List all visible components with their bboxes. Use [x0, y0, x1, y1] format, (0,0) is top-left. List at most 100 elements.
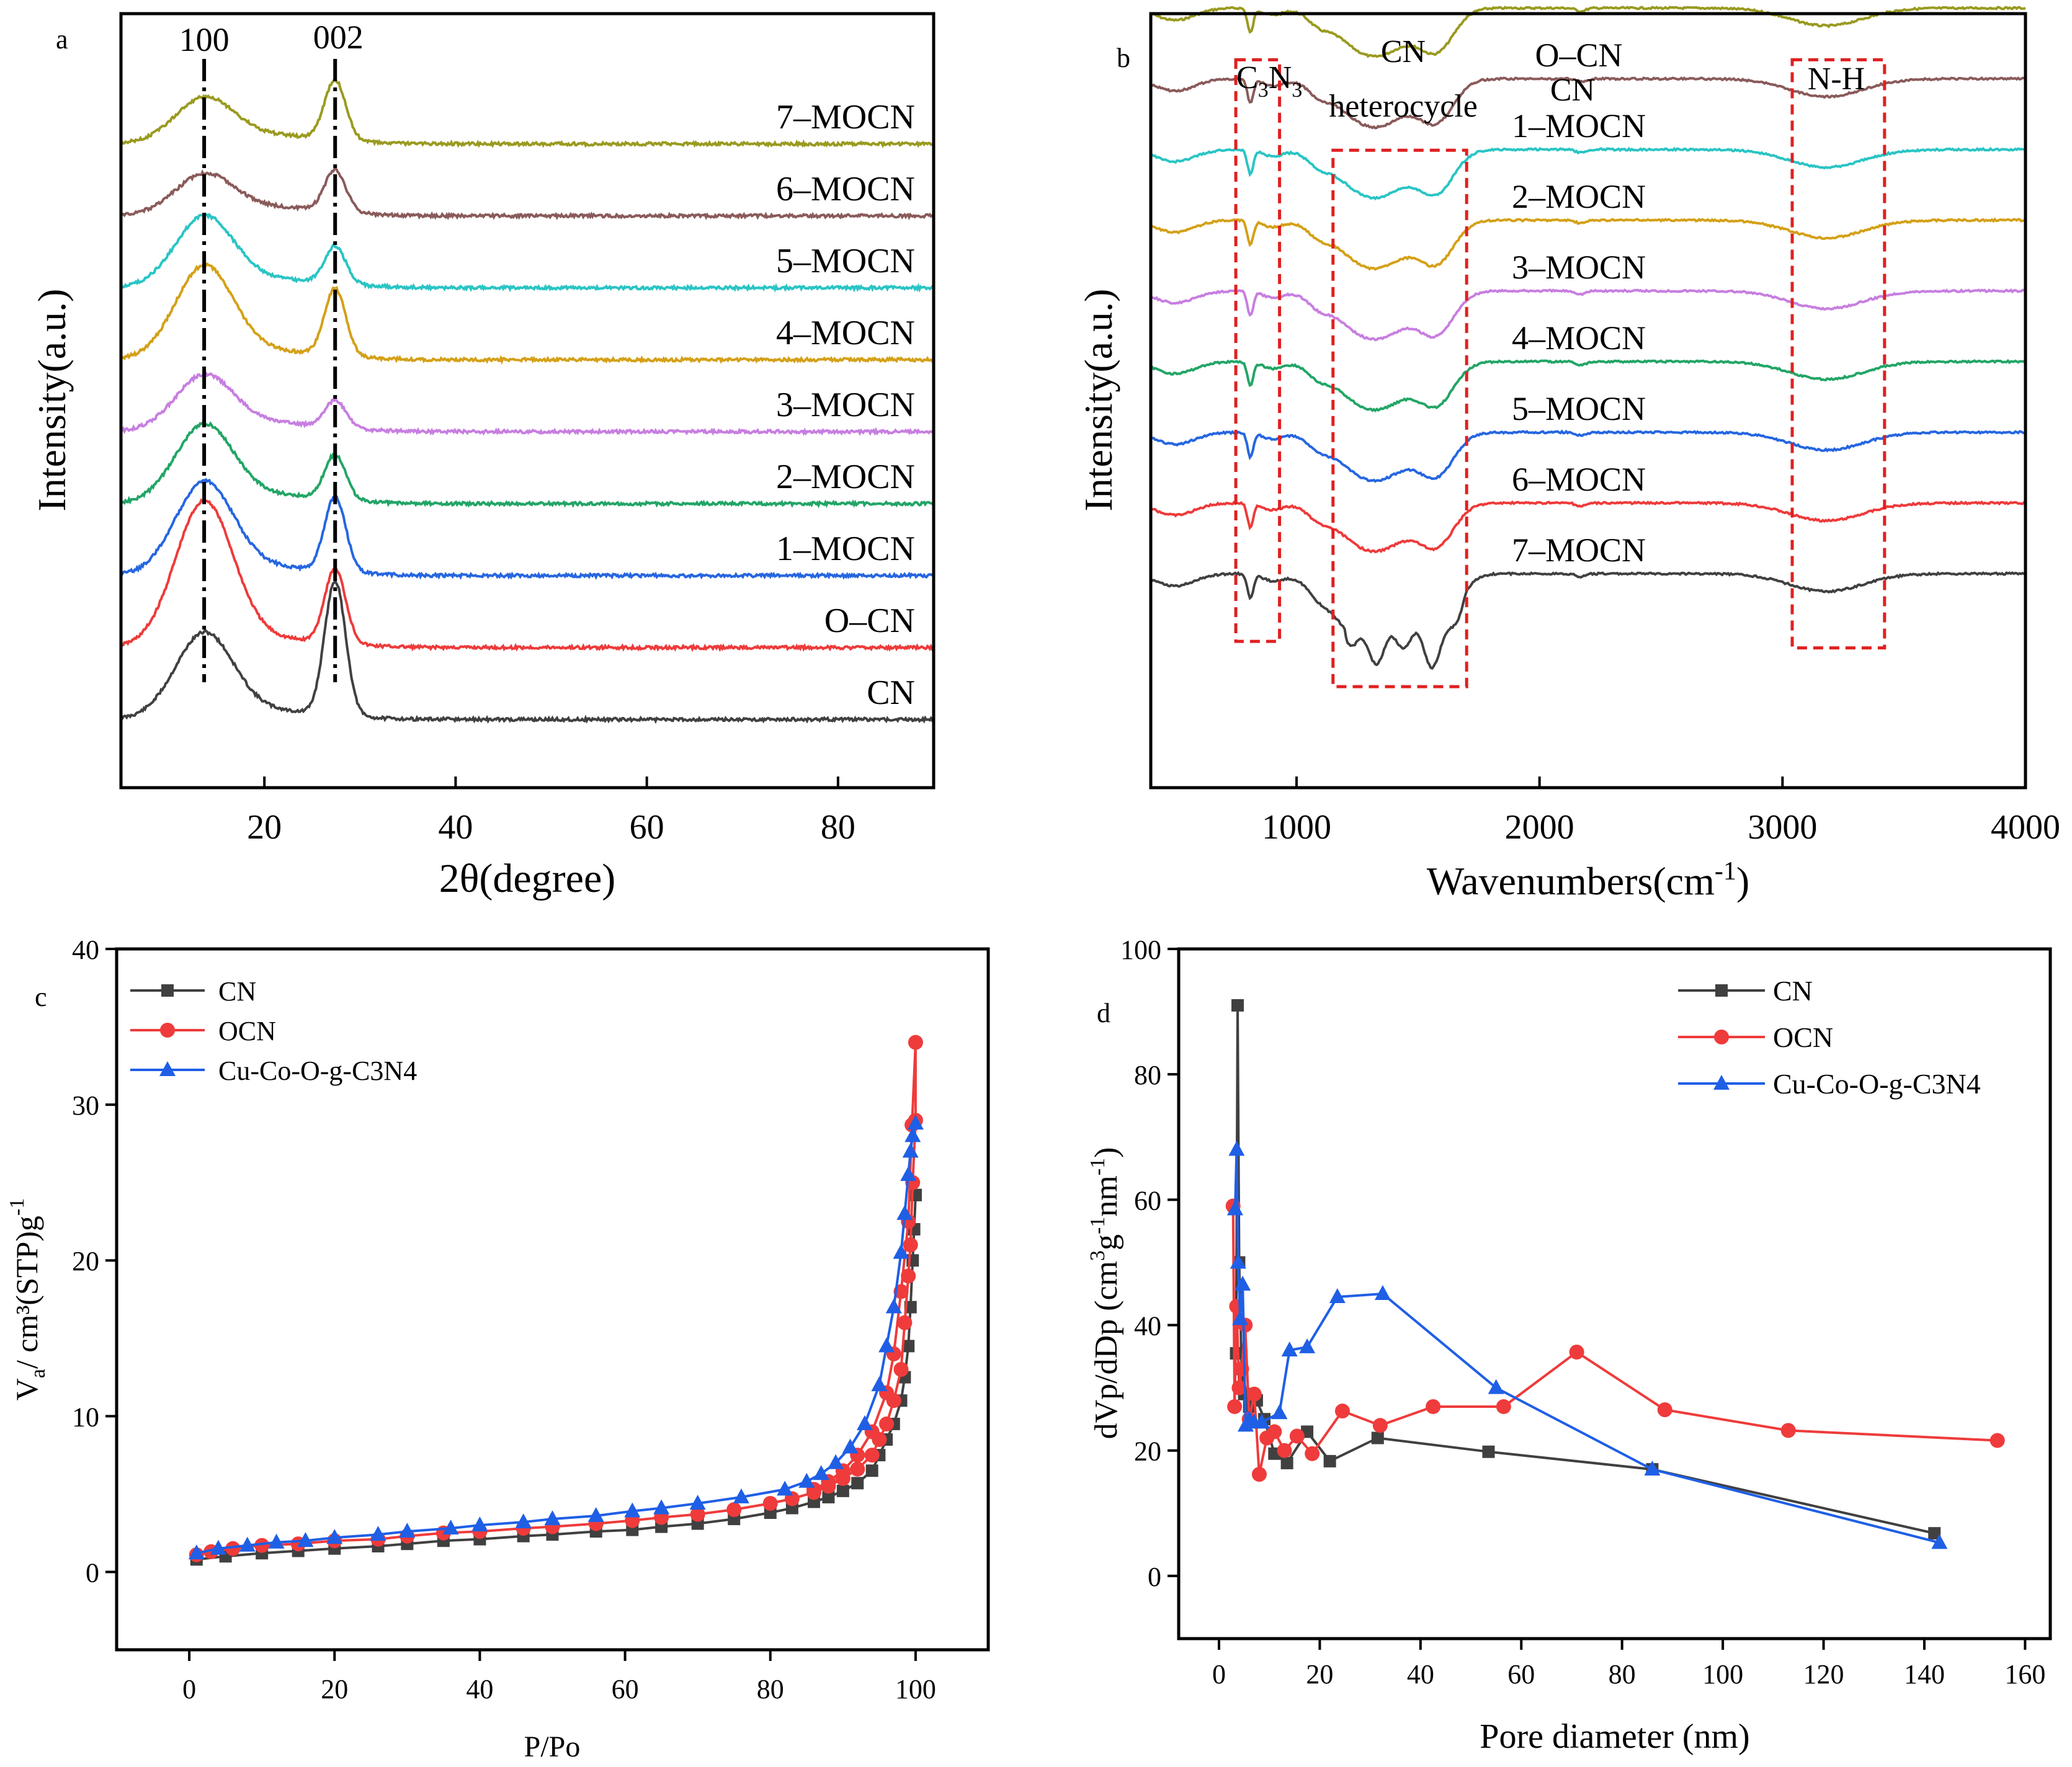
panel-d-label: d [1097, 998, 1110, 1028]
d-xtick-label: 0 [1212, 1659, 1226, 1689]
ftir-label-7-mocn: 7–MOCN [1512, 532, 1646, 569]
c-xtick-label: 40 [466, 1674, 493, 1704]
pore-point-ocn [1496, 1399, 1511, 1414]
c-xtick-label: 20 [321, 1674, 348, 1704]
annotation-nh: N-H [1808, 61, 1865, 97]
c-ytick-label: 20 [72, 1246, 99, 1276]
isotherm-point-cn [822, 1490, 835, 1503]
panel-a-ylabel: Intensity(a.u.) [30, 289, 74, 512]
isotherm-point-cu-co-o-g-c3n4 [624, 1502, 641, 1518]
d-legend-marker-ocn [1714, 1030, 1729, 1044]
isotherm-point-cu-co-o-g-c3n4 [900, 1166, 917, 1182]
xrd-label-2-mocn: 2–MOCN [776, 458, 915, 496]
pore-point-cn [1231, 999, 1244, 1012]
panel-d-legend: CN OCN Cu-Co-O-g-C3N4 [1678, 975, 1981, 1100]
annotation-c3n3: C3N3 [1236, 60, 1302, 102]
isotherm-point-cu-co-o-g-c3n4 [871, 1376, 888, 1392]
isotherm-point-ocn [908, 1035, 923, 1050]
isotherm-point-cu-co-o-g-c3n4 [878, 1337, 895, 1353]
panel-c-ylabel: Va/ cm³(STP)g-1 [6, 1198, 50, 1400]
d-ytick-label: 60 [1134, 1185, 1161, 1216]
ftir-label-6-mocn: 6–MOCN [1512, 461, 1646, 498]
isotherm-point-cu-co-o-g-c3n4 [326, 1529, 343, 1544]
d-xtick-label: 20 [1306, 1659, 1333, 1689]
ftir-box [1331, 148, 1468, 688]
pore-point-ocn [1277, 1443, 1292, 1458]
pore-point-cu-co-o-g-c3n4 [1374, 1285, 1391, 1300]
pore-line-ocn [1231, 1206, 1998, 1475]
pore-point-ocn [1305, 1446, 1320, 1461]
panel-d-ticks: 0 20 40 60 80 100 120 140 160 0 20 40 60 80 100 [1120, 935, 2045, 1689]
a-xtick-label: 60 [630, 808, 664, 847]
pore-point-ocn [1989, 1433, 2005, 1448]
b-xtick-label: 3000 [1748, 808, 1817, 847]
isotherm-point-ocn [897, 1315, 913, 1330]
isotherm-point-ocn [762, 1495, 778, 1511]
pore-point-cu-co-o-g-c3n4 [1931, 1534, 1948, 1549]
d-legend-label-cu-co-o-g-c3n4: Cu-Co-O-g-C3N4 [1773, 1068, 1981, 1100]
xrd-series-labels: CN O–CN 1–MOCN 2–MOCN 3–MOCN 4–MOCN 5–MOCN 6–MO… [776, 98, 915, 712]
isotherm-point-cn [865, 1464, 878, 1477]
panel-b-ftir: b C3N3 CN heterocycle CN N-H CNO–CN1–MOC… [1076, 0, 2060, 903]
xrd-label-4-mocn: 4–MOCN [776, 314, 915, 352]
panel-c-legend: CN OCN Cu-Co-O-g-C3N4 [130, 976, 417, 1086]
c-xtick-label: 60 [612, 1674, 639, 1704]
ftir-curve-3-mocn [1150, 288, 2027, 342]
isotherm-point-cu-co-o-g-c3n4 [297, 1532, 314, 1547]
legend-label-ocn: OCN [218, 1016, 276, 1046]
panel-b-xticks: 1000 2000 3000 4000 [1262, 777, 2060, 847]
d-xtick-label: 120 [1803, 1659, 1844, 1689]
d-legend-marker-cu-co-o-g-c3n4 [1713, 1075, 1730, 1090]
isotherm-point-cn [851, 1477, 864, 1490]
pore-point-ocn [1569, 1345, 1584, 1360]
panel-c-frame [115, 947, 990, 1652]
d-legend-label-cn: CN [1773, 975, 1813, 1007]
ftir-label-5-mocn: 5–MOCN [1512, 390, 1646, 427]
pore-point-ocn [1227, 1399, 1243, 1414]
d-legend-label-ocn: OCN [1773, 1021, 1833, 1053]
b-xtick-label: 4000 [1991, 808, 2060, 847]
d-xtick-label: 80 [1609, 1659, 1636, 1689]
panel-b-label: b [1117, 43, 1130, 73]
annotation-cn: CN [1381, 34, 1426, 69]
xrd-label-7-mocn: 7–MOCN [776, 98, 915, 136]
legend-marker-ocn [160, 1023, 175, 1038]
xrd-curve-7-mocn [120, 77, 934, 149]
isotherm-point-ocn [254, 1538, 270, 1553]
ftir-curve-4-mocn [1150, 358, 2026, 412]
isotherm-point-cu-co-o-g-c3n4 [813, 1465, 829, 1480]
xrd-label-cn: CN [867, 674, 915, 712]
panel-b-frame [1149, 12, 2027, 790]
panel-c-label: c [35, 982, 47, 1012]
c-ytick-label: 0 [86, 1557, 99, 1588]
ftir-series-labels: CNO–CN1–MOCN2–MOCN3–MOCN4–MOCN5–MOCN6–MO… [1512, 0, 1646, 569]
d-legend-marker-cn [1715, 984, 1728, 997]
panel-b-xlabel: Wavenumbers(cm-1) [1427, 857, 1749, 903]
ftir-label-2-mocn: 2–MOCN [1512, 178, 1646, 215]
xrd-curve-1-mocn [120, 478, 934, 581]
xrd-curve-3-mocn [120, 370, 934, 437]
ftir-box [1790, 58, 1887, 650]
annotation-cn-2: CN [1550, 73, 1595, 108]
ftir-label-cn: CN [1555, 0, 1602, 3]
isotherm-point-cu-co-o-g-c3n4 [856, 1415, 873, 1430]
pore-point-cu-co-o-g-c3n4 [1230, 1253, 1246, 1269]
isotherm-point-cu-co-o-g-c3n4 [210, 1539, 226, 1555]
c-xtick-label: 0 [182, 1674, 196, 1704]
pore-point-ocn [1267, 1424, 1282, 1440]
panel-a-xrd: a 100 002 CN O–CN 1–MOCN 2–MOCN 3–MOCN 4–MOCN… [30, 12, 936, 901]
panel-b-ylabel: Intensity(a.u.) [1076, 289, 1120, 512]
pore-point-cu-co-o-g-c3n4 [1228, 1141, 1245, 1156]
pore-point-ocn [1246, 1386, 1262, 1402]
isotherm-point-cu-co-o-g-c3n4 [777, 1480, 793, 1496]
isotherm-point-cu-co-o-g-c3n4 [842, 1438, 859, 1454]
xrd-label-5-mocn: 5–MOCN [776, 242, 915, 280]
panel-a-xlabel: 2θ(degree) [439, 856, 615, 901]
pore-point-cu-co-o-g-c3n4 [1281, 1341, 1298, 1356]
d-ytick-label: 40 [1134, 1311, 1161, 1342]
pore-point-cu-co-o-g-c3n4 [1254, 1413, 1270, 1429]
ftir-curve-5-mocn [1150, 429, 2026, 483]
a-xtick-label: 80 [821, 808, 855, 847]
legend-label-cu-co-o-g-c3n4: Cu-Co-O-g-C3N4 [218, 1056, 417, 1086]
